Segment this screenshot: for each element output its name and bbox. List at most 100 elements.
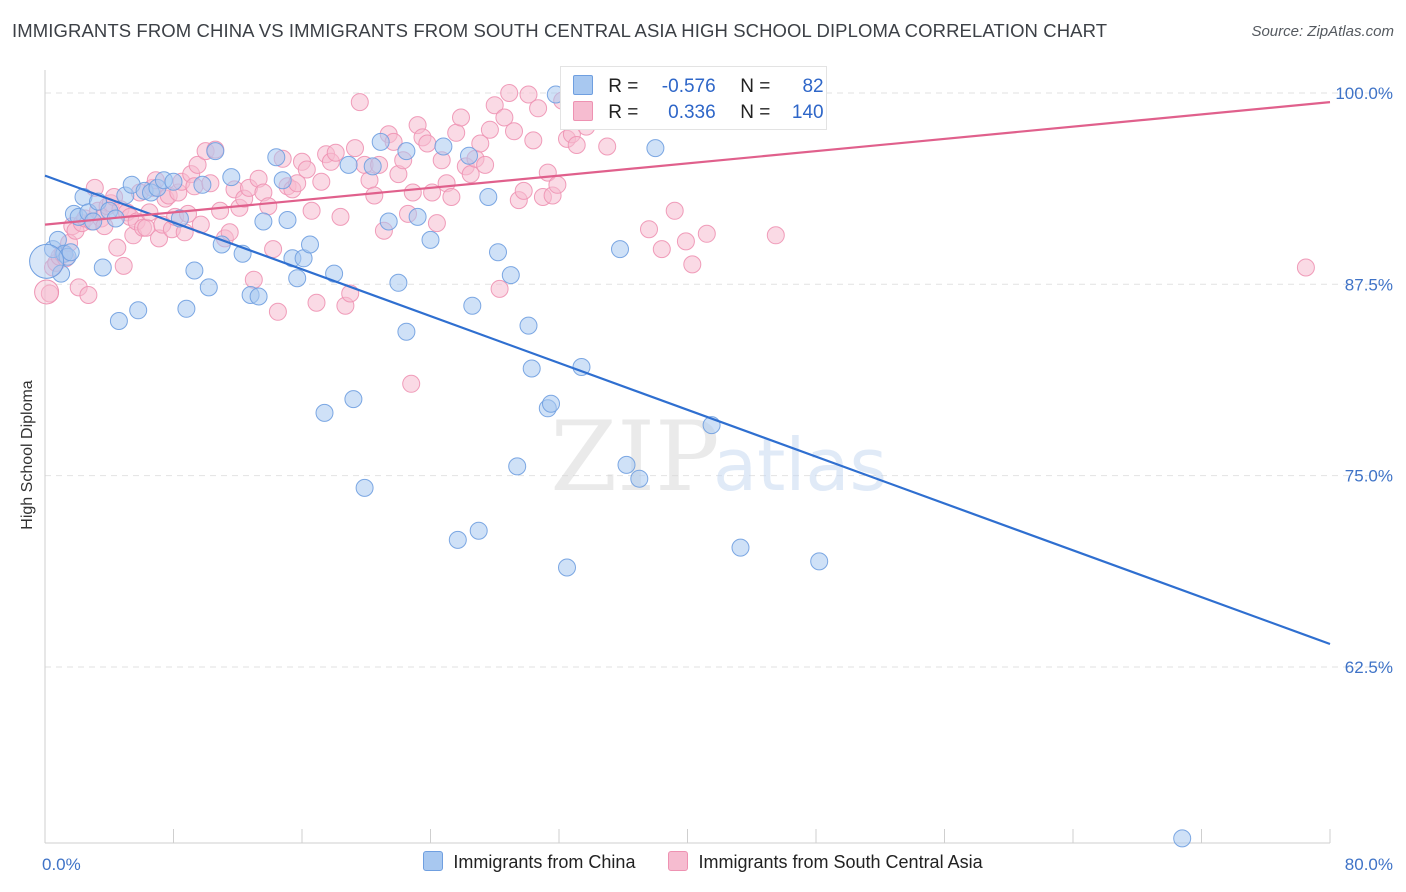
sca-point [79, 286, 98, 304]
sca-point [640, 220, 658, 239]
series-legend: Immigrants from China Immigrants from So… [0, 851, 1406, 873]
china-point [522, 359, 541, 378]
china-point [508, 457, 527, 476]
sca-point [529, 99, 548, 118]
sca-point [548, 175, 567, 194]
china-point [193, 175, 212, 194]
china-point [344, 390, 363, 409]
y-tick-label: 75.0% [1345, 467, 1393, 486]
sca-point [402, 374, 421, 393]
watermark-zip: ZIP [550, 401, 719, 513]
china-point [379, 212, 398, 231]
china-point [479, 188, 498, 206]
sca-point [326, 143, 345, 162]
y-tick-label: 100.0% [1335, 84, 1393, 103]
sca-point [766, 226, 785, 245]
china-point [1173, 829, 1192, 848]
y-axis-label: High School Diploma [19, 380, 36, 530]
china-point [501, 266, 520, 285]
china-point [206, 142, 225, 161]
china-point [421, 230, 440, 249]
china-point [519, 316, 538, 335]
china-point [339, 155, 358, 174]
sca-r-value: 0.336 [668, 102, 716, 123]
sca-point [331, 207, 350, 226]
sca-point [302, 201, 321, 220]
china-point [52, 264, 71, 283]
china-point [469, 521, 488, 540]
china-point [389, 273, 408, 292]
sca-point-cluster [34, 279, 60, 305]
sca-point [350, 93, 369, 112]
sca-point [461, 165, 480, 184]
sca-legend-swatch [668, 851, 689, 871]
sca-point [365, 186, 384, 205]
sca-point [268, 302, 287, 321]
sca-point [452, 108, 470, 127]
chart-source: Source: ZipAtlas.com [1251, 23, 1394, 40]
china-n-value: 82 [802, 76, 824, 97]
chart-title: IMMIGRANTS FROM CHINA VS IMMIGRANTS FROM… [12, 20, 1108, 41]
sca-point [418, 134, 437, 153]
sca-point [471, 134, 490, 153]
sca-point [244, 270, 263, 289]
sca-point [427, 214, 446, 233]
sca-point [480, 120, 499, 139]
watermark-atlas: atlas [713, 423, 887, 507]
china-point [489, 243, 507, 262]
china-r-value: -0.576 [661, 76, 716, 97]
sca-point [505, 122, 523, 141]
sca-n-value: 140 [791, 102, 824, 123]
china-point [164, 172, 183, 191]
sca-point [1296, 258, 1315, 277]
sca-point [524, 131, 543, 150]
sca-point [697, 224, 716, 243]
china-point [315, 403, 334, 422]
china-point [273, 171, 292, 190]
sca-point [259, 197, 278, 216]
legend-item-sca: Immigrants from South Central Asia [668, 851, 983, 873]
china-point [199, 278, 218, 297]
x-tick-label-max: 80.0% [1345, 855, 1393, 874]
china-point [611, 240, 629, 259]
china-point [617, 455, 636, 474]
sca-point [652, 240, 671, 259]
sca-point [495, 108, 514, 127]
china-point [371, 132, 390, 151]
stats-row-sca: R = 0.336 N = 140 [573, 101, 824, 125]
sca-point [346, 139, 364, 158]
china-point [254, 212, 273, 231]
china-point [397, 142, 416, 161]
sca-n-label: N = [740, 102, 771, 123]
sca-point [108, 238, 127, 257]
china-point [129, 301, 148, 320]
sca-trendline [44, 101, 1331, 226]
china-point [397, 322, 416, 341]
sca-point [500, 84, 519, 102]
tick-labels: 62.5% 75.0% 87.5% 100.0% 0.0% 80.0% [42, 84, 1393, 874]
china-point [463, 296, 482, 315]
sca-point [567, 136, 586, 154]
china-r-label: R = [608, 76, 639, 97]
china-point [61, 243, 80, 262]
china-n-label: N = [740, 76, 771, 97]
china-point [249, 287, 268, 306]
china-point [355, 478, 374, 497]
sca-point [140, 203, 159, 222]
sca-point [447, 123, 466, 142]
china-point [630, 469, 649, 488]
china-point [646, 139, 665, 158]
sca-point [665, 201, 684, 220]
china-point [222, 168, 241, 187]
sca-point [312, 172, 331, 191]
china-point [301, 235, 319, 254]
china-point [542, 394, 560, 413]
china-trendline [44, 174, 1331, 646]
y-tick-label: 87.5% [1345, 275, 1393, 294]
china-point [731, 538, 750, 557]
china-point [810, 552, 829, 571]
sca-point [598, 137, 617, 156]
legend-label-china: Immigrants from China [453, 852, 636, 872]
legend-label-sca: Immigrants from South Central Asia [698, 852, 983, 872]
